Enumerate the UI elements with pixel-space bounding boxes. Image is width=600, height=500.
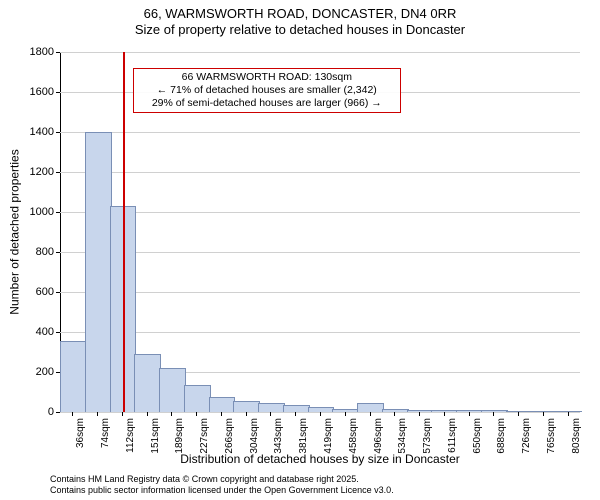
bar bbox=[159, 368, 186, 412]
reference-line bbox=[123, 52, 125, 412]
x-axis-label: Distribution of detached houses by size … bbox=[60, 452, 580, 466]
x-tick-label: 458sqm bbox=[348, 418, 359, 454]
bar bbox=[555, 411, 582, 412]
x-tick-mark bbox=[394, 412, 395, 416]
bar bbox=[332, 409, 359, 412]
y-tick-label: 1600 bbox=[30, 86, 54, 98]
x-tick-label: 803sqm bbox=[571, 418, 582, 454]
y-tick-label: 400 bbox=[36, 326, 54, 338]
gridline bbox=[60, 252, 580, 253]
bar bbox=[283, 405, 310, 412]
y-tick-label: 0 bbox=[48, 406, 54, 418]
x-tick-label: 151sqm bbox=[150, 418, 161, 454]
x-tick-label: 496sqm bbox=[373, 418, 384, 454]
x-tick-label: 112sqm bbox=[125, 418, 136, 453]
y-tick-mark bbox=[56, 172, 60, 173]
x-tick-mark bbox=[196, 412, 197, 416]
plot-area: 02004006008001000120014001600180036sqm74… bbox=[60, 52, 580, 412]
annotation-line1: 66 WARMSWORTH ROAD: 130sqm bbox=[138, 71, 396, 84]
gridline bbox=[60, 132, 580, 133]
y-tick-mark bbox=[56, 292, 60, 293]
y-tick-mark bbox=[56, 332, 60, 333]
x-tick-mark bbox=[147, 412, 148, 416]
x-tick-mark bbox=[568, 412, 569, 416]
x-tick-label: 688sqm bbox=[496, 418, 507, 454]
y-axis-label: Number of detached properties bbox=[8, 52, 22, 412]
x-tick-mark bbox=[370, 412, 371, 416]
y-tick-mark bbox=[56, 92, 60, 93]
x-tick-label: 419sqm bbox=[323, 418, 334, 454]
bar bbox=[357, 403, 384, 412]
y-tick-mark bbox=[56, 252, 60, 253]
x-tick-mark bbox=[246, 412, 247, 416]
annotation-line3: 29% of semi-detached houses are larger (… bbox=[138, 97, 396, 110]
chart-footer: Contains HM Land Registry data © Crown c… bbox=[50, 474, 394, 496]
x-tick-label: 227sqm bbox=[199, 418, 210, 454]
bar bbox=[60, 341, 87, 412]
x-tick-label: 36sqm bbox=[75, 418, 86, 448]
x-tick-label: 726sqm bbox=[521, 418, 532, 454]
gridline bbox=[60, 52, 580, 53]
y-tick-label: 1000 bbox=[30, 206, 54, 218]
x-tick-label: 534sqm bbox=[397, 418, 408, 454]
chart-title-line1: 66, WARMSWORTH ROAD, DONCASTER, DN4 0RR bbox=[0, 6, 600, 22]
x-tick-mark bbox=[518, 412, 519, 416]
x-tick-label: 573sqm bbox=[422, 418, 433, 454]
x-tick-mark bbox=[543, 412, 544, 416]
bar bbox=[134, 354, 161, 412]
y-tick-mark bbox=[56, 52, 60, 53]
x-tick-mark bbox=[171, 412, 172, 416]
x-tick-mark bbox=[72, 412, 73, 416]
x-tick-mark bbox=[469, 412, 470, 416]
bar bbox=[209, 397, 236, 412]
x-tick-mark bbox=[345, 412, 346, 416]
x-tick-label: 266sqm bbox=[224, 418, 235, 454]
bar bbox=[431, 410, 458, 412]
y-tick-mark bbox=[56, 412, 60, 413]
bar bbox=[233, 401, 260, 412]
x-tick-label: 611sqm bbox=[447, 418, 458, 453]
annotation-line2: ← 71% of detached houses are smaller (2,… bbox=[138, 84, 396, 97]
bar bbox=[530, 411, 557, 412]
y-tick-label: 600 bbox=[36, 286, 54, 298]
x-tick-mark bbox=[320, 412, 321, 416]
x-tick-label: 304sqm bbox=[249, 418, 260, 454]
chart-title-block: 66, WARMSWORTH ROAD, DONCASTER, DN4 0RR … bbox=[0, 0, 600, 39]
y-tick-label: 800 bbox=[36, 246, 54, 258]
footer-line1: Contains HM Land Registry data © Crown c… bbox=[50, 474, 394, 485]
x-tick-label: 765sqm bbox=[546, 418, 557, 454]
gridline bbox=[60, 292, 580, 293]
y-tick-label: 1200 bbox=[30, 166, 54, 178]
x-tick-mark bbox=[444, 412, 445, 416]
chart-title-line2: Size of property relative to detached ho… bbox=[0, 22, 600, 38]
chart-container: 66, WARMSWORTH ROAD, DONCASTER, DN4 0RR … bbox=[0, 0, 600, 500]
gridline bbox=[60, 332, 580, 333]
x-tick-mark bbox=[493, 412, 494, 416]
x-tick-mark bbox=[295, 412, 296, 416]
bar bbox=[456, 410, 483, 412]
x-tick-mark bbox=[270, 412, 271, 416]
footer-line2: Contains public sector information licen… bbox=[50, 485, 394, 496]
gridline bbox=[60, 212, 580, 213]
x-tick-label: 74sqm bbox=[100, 418, 111, 448]
x-tick-mark bbox=[97, 412, 98, 416]
y-tick-label: 1400 bbox=[30, 126, 54, 138]
x-tick-label: 650sqm bbox=[472, 418, 483, 454]
x-tick-label: 189sqm bbox=[174, 418, 185, 454]
y-tick-mark bbox=[56, 212, 60, 213]
bar bbox=[184, 385, 211, 412]
bar bbox=[85, 132, 112, 412]
y-tick-mark bbox=[56, 132, 60, 133]
x-tick-mark bbox=[221, 412, 222, 416]
annotation-box: 66 WARMSWORTH ROAD: 130sqm← 71% of detac… bbox=[133, 68, 401, 113]
y-tick-label: 1800 bbox=[30, 46, 54, 58]
x-tick-label: 343sqm bbox=[273, 418, 284, 454]
bar bbox=[258, 403, 285, 412]
x-tick-mark bbox=[419, 412, 420, 416]
x-tick-mark bbox=[122, 412, 123, 416]
y-tick-label: 200 bbox=[36, 366, 54, 378]
x-tick-label: 381sqm bbox=[298, 418, 309, 454]
gridline bbox=[60, 172, 580, 173]
